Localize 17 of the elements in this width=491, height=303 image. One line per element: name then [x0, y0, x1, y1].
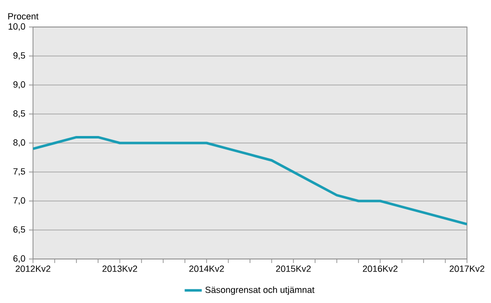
y-tick-label: 6,5 [13, 226, 26, 234]
x-tick-label: 2016Kv2 [362, 266, 398, 272]
x-tick-label: 2017Kv2 [450, 266, 484, 272]
y-tick-label: 6,0 [13, 255, 26, 263]
y-tick-label: 7,5 [13, 168, 26, 176]
y-tick-label: 8,0 [13, 139, 26, 147]
x-tick-label: 2015Kv2 [276, 266, 311, 272]
y-tick-label: 8,5 [13, 110, 26, 118]
y-tick-label: 9,0 [13, 81, 26, 89]
x-tick-label: 2012Kv2 [16, 266, 50, 272]
y-tick-label: 7,0 [13, 197, 26, 205]
x-tick-label: 2014Kv2 [189, 266, 224, 272]
y-axis-title: Procent [8, 13, 38, 20]
legend-label: Säsongrensat och utjämnat [205, 286, 314, 295]
x-tick-label: 2013Kv2 [102, 266, 138, 272]
y-tick-label: 9,5 [13, 52, 26, 60]
y-tick-label: 10,0 [8, 23, 26, 31]
